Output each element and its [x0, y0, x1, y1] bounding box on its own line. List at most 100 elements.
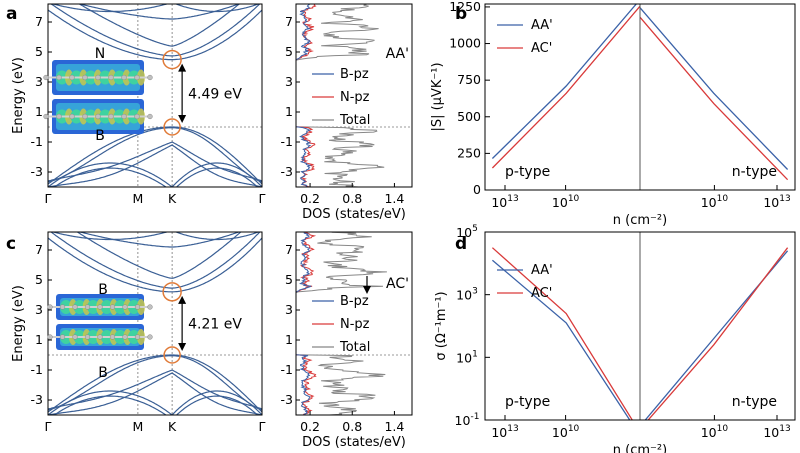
d-xtick-label-base: 10	[491, 425, 507, 440]
d-xtick-label: 1010	[552, 424, 580, 440]
d-xtick-label: 1013	[491, 424, 518, 440]
a-cbm-marker	[162, 49, 182, 70]
c-frame	[47, 231, 263, 416]
b-frame	[484, 3, 796, 191]
c-kpoint-label: K	[168, 419, 177, 434]
panel-label: b	[455, 4, 467, 24]
a-ytick-label: 5	[35, 44, 43, 59]
a-atom	[82, 74, 88, 81]
c-atom	[122, 304, 128, 310]
b-ylabel: |S| (μVK⁻¹)	[430, 62, 445, 131]
c-atom	[97, 334, 103, 340]
c-dos-ytick-label: -1	[281, 362, 293, 377]
a-dos-curves	[296, 4, 412, 187]
c-dos-xtick-label: 0.8	[342, 419, 362, 434]
a-dos-xtick-label: 0.2	[300, 191, 320, 206]
a-gap-arrow-head	[178, 63, 187, 72]
a-conduction-band	[50, 4, 261, 57]
b-xtick-label-base: 10	[763, 195, 779, 210]
b-xtick-label-base: 10	[491, 195, 507, 210]
a-atom	[69, 74, 75, 81]
c-valence-band	[53, 395, 259, 415]
a-dos-legend-label: Total	[339, 113, 370, 128]
a-kpoint-label: M	[132, 191, 143, 206]
d-region-label-n: n-type	[732, 394, 777, 410]
a-dos-npz-dos-line	[296, 4, 317, 187]
a-atom	[43, 74, 49, 81]
c-dos-ytick-label: -3	[281, 392, 293, 407]
c-dos-ytick-label: 5	[285, 272, 293, 287]
c-atom	[59, 304, 66, 310]
a-valence-band	[48, 126, 262, 185]
c-ytick-label: -1	[31, 362, 43, 377]
b-ytick-label: 1000	[449, 36, 481, 51]
d-ytick-label: 10-1	[455, 412, 480, 428]
c-ytick-label: 1	[35, 332, 43, 347]
c-atom	[109, 304, 116, 310]
d-series-line	[647, 247, 789, 420]
a-dos-ytick-label: 3	[285, 74, 293, 89]
d-ylabel: σ (Ω⁻¹m⁻¹)	[434, 291, 449, 360]
b-curves	[491, 4, 789, 181]
a-dos-stacking-label: AA'	[386, 46, 409, 62]
b-series-line	[491, 5, 641, 169]
a-atom	[121, 74, 127, 81]
b-xtick-label-exp: 10	[568, 194, 580, 204]
d-ytick-label: 105	[456, 224, 478, 240]
a-bands	[48, 4, 262, 187]
a-dos-legend-label: N-pz	[340, 90, 370, 105]
c-atom-label-bottom: B	[98, 365, 108, 381]
c-atom	[47, 334, 53, 340]
c-dos-total-dos-line	[296, 232, 387, 415]
b-legend-label: AA'	[531, 18, 553, 33]
d-xtick-label-base: 10	[552, 425, 568, 440]
b-xtick-label-base: 10	[701, 195, 717, 210]
c-dos-ytick-label: 3	[285, 302, 293, 317]
a-atom	[121, 113, 127, 120]
c-atom	[97, 304, 103, 310]
b-xtick-label-exp: 10	[717, 194, 729, 204]
a-atom-label-bottom: B	[95, 128, 105, 144]
c-ytick-label: 3	[35, 302, 43, 317]
a-kpoint-label: Γ	[45, 191, 52, 206]
b-ytick-label: 0	[473, 182, 481, 197]
a-kpoint-label: K	[168, 191, 177, 206]
a-atom	[108, 74, 114, 81]
b-series-line	[491, 4, 638, 159]
a-atom	[69, 113, 75, 120]
c-atom	[47, 304, 53, 310]
c-cbm-marker	[162, 282, 182, 302]
a-dos-xlabel: DOS (states/eV)	[302, 207, 406, 222]
d-ytick-label-base: 10	[456, 225, 472, 240]
c-atom	[84, 334, 91, 340]
d-ytick-label-base: 10	[455, 413, 471, 428]
c-atom	[122, 334, 128, 340]
c-atom	[59, 334, 66, 340]
a-atom	[82, 113, 88, 120]
d-ytick-label-exp: 1	[472, 349, 478, 359]
d-ytick-label-base: 10	[456, 350, 472, 365]
a-ytick-label: -3	[31, 164, 43, 179]
c-atom-label-top: B	[98, 282, 108, 298]
d-series-line	[491, 259, 631, 420]
d-legend-label: AC'	[531, 286, 552, 301]
c-valence-band	[48, 372, 262, 415]
c-ytick-label: -3	[31, 392, 43, 407]
a-dos-bpz-dos-line	[296, 4, 312, 187]
c-dos-ytick-label: 7	[285, 242, 293, 257]
c-atom	[84, 304, 91, 310]
c-dos-frame	[295, 231, 413, 416]
c-atom	[147, 334, 153, 340]
c-valence-band	[48, 390, 262, 415]
c-gap-arrow-head	[178, 343, 187, 351]
d-ytick-label-exp: -1	[470, 412, 479, 422]
c-kpoint-label: Γ	[45, 419, 52, 434]
b-xtick-label: 1010	[552, 194, 580, 210]
a-gap-arrow-head	[178, 115, 187, 123]
c-valence-band	[48, 354, 262, 413]
b-xtick-label-exp: 13	[779, 194, 790, 204]
c-gap-label: 4.21 eV	[188, 316, 242, 332]
c-vbm-marker	[163, 346, 181, 364]
a-atom	[147, 113, 153, 120]
